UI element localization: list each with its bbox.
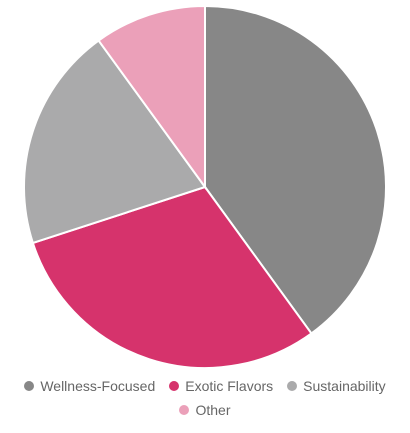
legend-label: Wellness-Focused: [40, 378, 156, 394]
legend-row: Other: [0, 398, 410, 422]
chart-legend: Wellness-Focused Exotic Flavors Sustainabi…: [0, 374, 410, 422]
legend-swatch: [24, 381, 35, 391]
pie-plot-area: [23, 4, 387, 369]
legend-swatch: [179, 405, 190, 415]
legend-item-sustainability[interactable]: Sustainability: [287, 374, 386, 398]
pie-slice-wellness-focused[interactable]: [204, 4, 387, 335]
legend-row: Wellness-Focused Exotic Flavors Sustainabi…: [0, 374, 410, 398]
legend-item-wellness-focused[interactable]: Wellness-Focused: [24, 374, 155, 398]
pie-slice-other[interactable]: [97, 4, 206, 191]
legend-label: Sustainability: [303, 378, 386, 394]
legend-item-other[interactable]: Other: [179, 398, 231, 422]
legend-label: Other: [195, 402, 231, 418]
legend-swatch: [169, 381, 180, 391]
pie-slice-exotic-flavors[interactable]: [31, 185, 313, 369]
legend-label: Exotic Flavors: [185, 378, 274, 394]
legend-swatch: [287, 381, 298, 391]
pie-slice-sustainability[interactable]: [23, 39, 207, 245]
legend-item-exotic-flavors[interactable]: Exotic Flavors: [169, 374, 273, 398]
